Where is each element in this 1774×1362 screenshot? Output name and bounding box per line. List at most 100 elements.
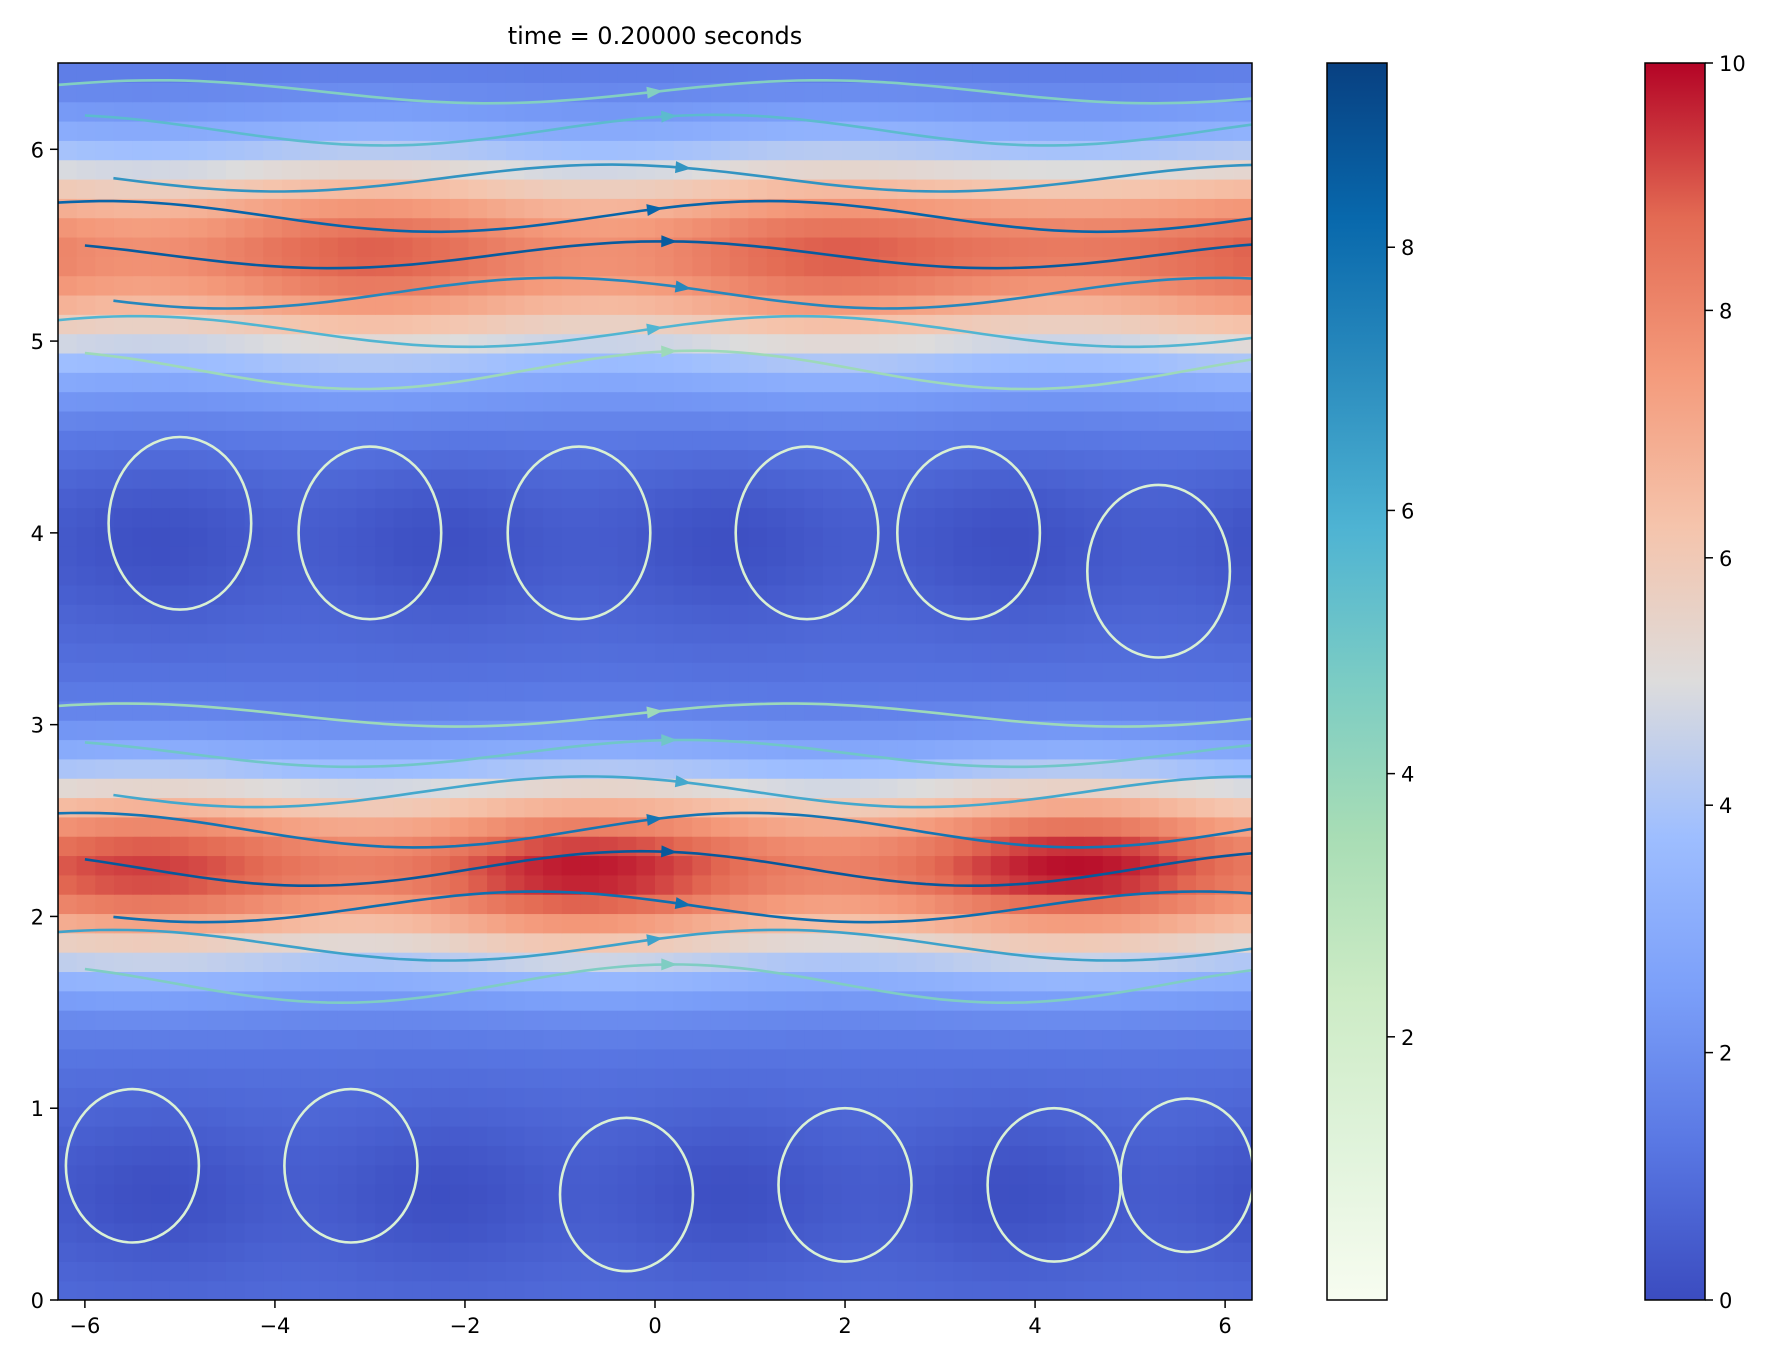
heatmap-cell bbox=[934, 1010, 955, 1031]
heatmap-cell bbox=[934, 1222, 955, 1243]
heatmap-cell bbox=[1102, 217, 1123, 238]
heatmap-cell bbox=[878, 333, 899, 354]
heatmap-cell bbox=[524, 816, 544, 837]
heatmap-cell bbox=[636, 449, 656, 470]
heatmap-cell bbox=[580, 836, 600, 857]
heatmap-cell bbox=[169, 372, 190, 393]
heatmap-cell bbox=[580, 681, 600, 702]
heatmap-cell bbox=[1140, 1242, 1160, 1262]
heatmap-cell bbox=[1046, 101, 1067, 122]
heatmap-cell bbox=[1214, 681, 1234, 702]
heatmap-cell bbox=[300, 1242, 320, 1262]
heatmap-cell bbox=[244, 217, 264, 238]
heatmap-cell bbox=[1214, 1029, 1234, 1050]
heatmap-cell bbox=[393, 623, 414, 644]
heatmap-cell bbox=[1028, 120, 1048, 141]
heatmap-cell bbox=[1102, 236, 1123, 257]
heatmap-cell bbox=[953, 662, 973, 683]
heatmap-cell bbox=[468, 797, 488, 818]
heatmap-cell bbox=[1177, 700, 1197, 721]
heatmap-cell bbox=[524, 836, 544, 857]
heatmap-cell bbox=[1046, 778, 1067, 799]
heatmap-cell bbox=[431, 1280, 451, 1300]
heatmap-cell bbox=[934, 971, 955, 992]
heatmap-cell bbox=[393, 932, 414, 953]
heatmap-cell bbox=[132, 797, 152, 818]
heatmap-cell bbox=[636, 1087, 656, 1108]
heatmap-cell bbox=[1065, 971, 1085, 992]
streamline-arrow bbox=[646, 86, 663, 99]
heatmap-cell bbox=[281, 1010, 302, 1031]
heatmap-cell bbox=[543, 1242, 563, 1262]
heatmap-cell bbox=[1028, 217, 1048, 238]
heatmap-cell bbox=[804, 1184, 824, 1204]
heatmap-cell bbox=[58, 1087, 78, 1108]
heatmap-cell bbox=[729, 836, 749, 857]
heatmap-cell bbox=[897, 1029, 917, 1050]
heatmap-cell bbox=[897, 526, 917, 547]
heatmap-cell bbox=[356, 178, 376, 199]
heatmap-cell bbox=[822, 159, 843, 180]
heatmap-cell bbox=[113, 836, 134, 857]
heatmap-cell bbox=[1009, 720, 1029, 741]
heatmap-cell bbox=[1233, 140, 1252, 161]
heatmap-cell bbox=[1196, 855, 1216, 876]
heatmap-cell bbox=[319, 1048, 339, 1069]
heatmap-cell bbox=[375, 314, 395, 335]
heatmap-cell bbox=[599, 526, 619, 547]
heatmap-cell bbox=[412, 1068, 432, 1088]
heatmap-cell bbox=[785, 816, 805, 837]
heatmap-cell bbox=[375, 778, 395, 799]
heatmap-cell bbox=[225, 159, 246, 180]
heatmap-cell bbox=[300, 1145, 320, 1166]
heatmap-cell bbox=[412, 391, 432, 412]
heatmap-cell bbox=[916, 662, 936, 683]
heatmap-cell bbox=[543, 294, 563, 315]
heatmap-cell bbox=[468, 1010, 488, 1031]
heatmap-cell bbox=[58, 275, 78, 296]
heatmap-cell bbox=[468, 894, 488, 915]
heatmap-cell bbox=[710, 681, 731, 702]
heatmap-cell bbox=[766, 758, 787, 779]
heatmap-cell bbox=[1196, 507, 1216, 528]
heatmap-cell bbox=[356, 797, 376, 818]
heatmap-cell bbox=[300, 894, 320, 915]
heatmap-cell bbox=[244, 739, 264, 760]
heatmap-cell bbox=[673, 720, 693, 741]
heatmap-cell bbox=[1214, 1222, 1234, 1243]
heatmap-cell bbox=[1046, 410, 1067, 431]
heatmap-cell bbox=[729, 1261, 749, 1282]
heatmap-cell bbox=[337, 720, 358, 741]
colorbar-tick-label: 6 bbox=[1401, 499, 1414, 523]
heatmap-cell bbox=[841, 700, 861, 721]
heatmap-cell bbox=[1196, 1280, 1216, 1300]
heatmap-cell bbox=[1214, 82, 1234, 103]
heatmap-cell bbox=[543, 372, 563, 393]
heatmap-cell bbox=[655, 314, 675, 335]
heatmap-cell bbox=[655, 604, 675, 625]
heatmap-cell bbox=[729, 217, 749, 238]
heatmap-cell bbox=[692, 333, 712, 354]
heatmap-cell bbox=[300, 198, 320, 219]
heatmap-cell bbox=[337, 468, 358, 489]
heatmap-cell bbox=[487, 430, 507, 451]
heatmap-cell bbox=[561, 662, 581, 683]
heatmap-cell bbox=[188, 1261, 208, 1282]
heatmap-cell bbox=[636, 391, 656, 412]
heatmap-cell bbox=[1158, 526, 1178, 547]
heatmap-cell bbox=[599, 1280, 619, 1300]
heatmap-cell bbox=[785, 236, 805, 257]
heatmap-cell bbox=[673, 1280, 693, 1300]
heatmap-cell bbox=[412, 352, 432, 373]
heatmap-cell bbox=[1214, 449, 1234, 470]
heatmap-cell bbox=[113, 1126, 134, 1146]
heatmap-cell bbox=[580, 430, 600, 451]
heatmap-cell bbox=[710, 1068, 731, 1088]
heatmap-cell bbox=[1196, 584, 1216, 605]
heatmap-cell bbox=[487, 874, 507, 895]
heatmap-cell bbox=[58, 720, 78, 741]
heatmap-cell bbox=[244, 855, 264, 876]
heatmap-cell bbox=[878, 1145, 899, 1166]
heatmap-cell bbox=[916, 526, 936, 547]
